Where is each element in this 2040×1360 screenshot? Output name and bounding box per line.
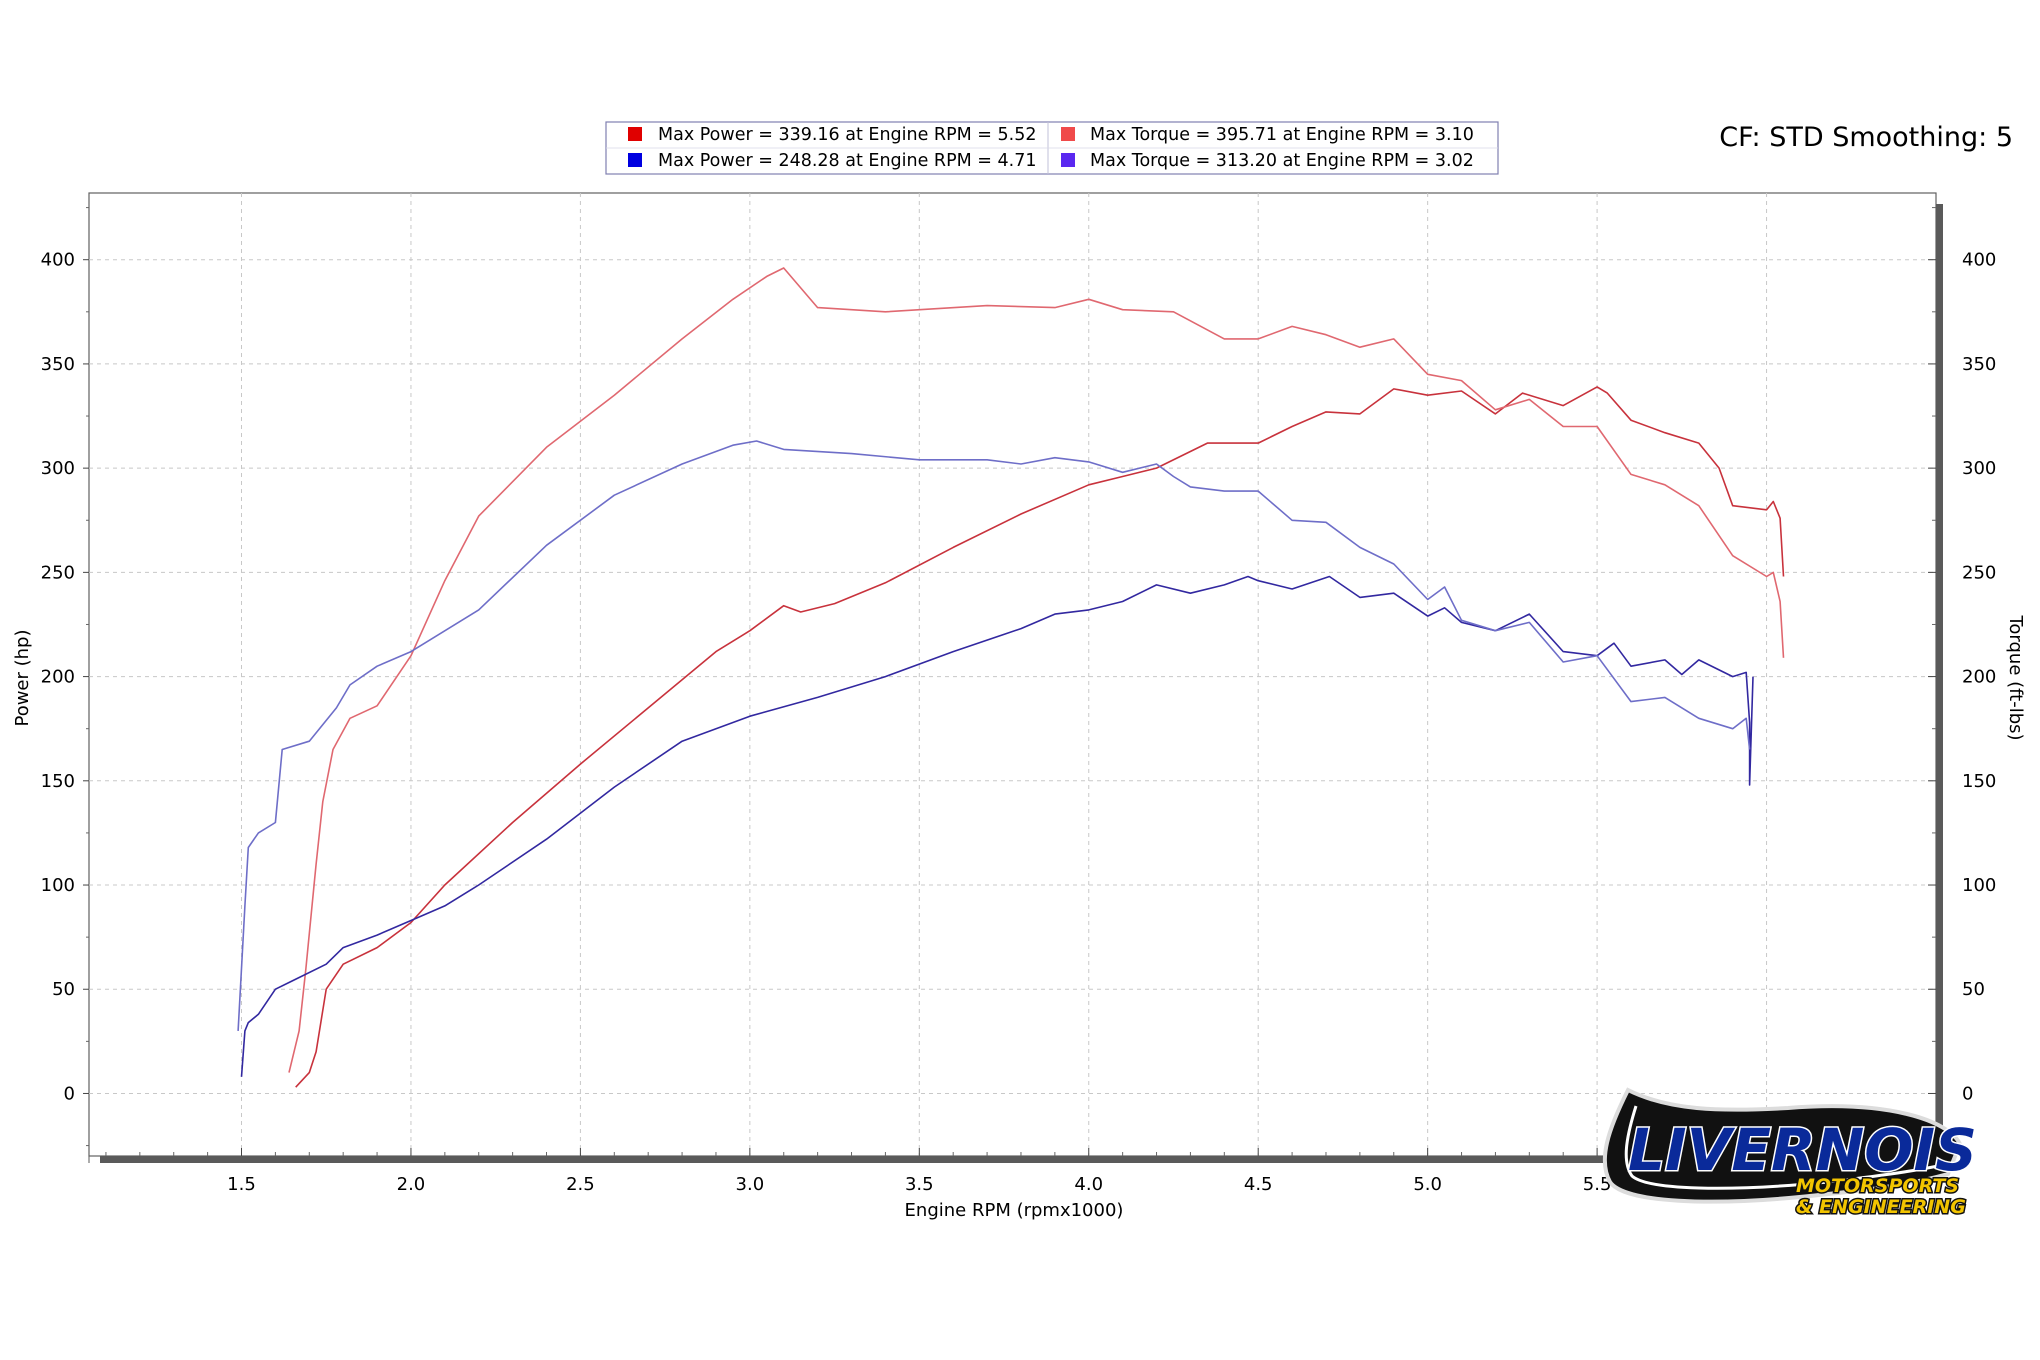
y-tick-label-right: 300: [1962, 458, 1996, 479]
y-tick-label-right: 0: [1962, 1083, 1973, 1104]
y-tick-label-right: 400: [1962, 250, 1996, 271]
x-axis-title: Engine RPM (rpmx1000): [905, 1200, 1124, 1221]
x-tick-label: 2.0: [397, 1174, 426, 1195]
x-tick-label: 1.5: [227, 1174, 256, 1195]
y-tick-label-left: 350: [41, 354, 75, 375]
legend-entry-torque-blue: Max Torque = 313.20 at Engine RPM = 3.02: [1090, 151, 1474, 171]
bottom-axis-bar: [100, 1156, 1943, 1163]
y-tick-label-left: 400: [41, 250, 75, 271]
right-axis-bar: [1936, 204, 1943, 1170]
y-tick-label-left: 100: [41, 875, 75, 896]
legend-swatch-power-blue: [628, 153, 642, 167]
y-tick-label-right: 50: [1962, 979, 1985, 1000]
series-torque-blue: [237, 440, 1751, 1031]
legend-swatch-power-red: [628, 127, 642, 141]
series-power-red: [295, 386, 1785, 1088]
series-torque-red: [288, 267, 1785, 1073]
y-tick-label-left: 200: [41, 667, 75, 688]
logo-line1-text: MOTORSPORTS: [1796, 1175, 1959, 1197]
x-tick-label: 5.0: [1413, 1174, 1442, 1195]
legend-swatch-torque-blue: [1061, 153, 1075, 167]
y-tick-label-right: 350: [1962, 354, 1996, 375]
x-tick-label: 5.5: [1583, 1174, 1612, 1195]
legend-entry-torque-red: Max Torque = 395.71 at Engine RPM = 3.10: [1090, 125, 1474, 145]
axis-ticks: 0 0 50 50 100 100 150 150 200 200 250 250 300 300 350 3…: [41, 207, 1996, 1195]
y-axis-title-left: Power (hp): [12, 629, 33, 726]
x-tick-label: 3.0: [736, 1174, 765, 1195]
y-tick-label-right: 200: [1962, 667, 1996, 688]
x-tick-label: 4.0: [1074, 1174, 1103, 1195]
cf-smoothing-label: CF: STD Smoothing: 5: [1719, 122, 2013, 153]
x-tick-label: 3.5: [905, 1174, 934, 1195]
x-tick-label: 4.5: [1244, 1174, 1273, 1195]
x-tick-label: 2.5: [566, 1174, 595, 1195]
legend-entry-power-blue: Max Power = 248.28 at Engine RPM = 4.71: [658, 151, 1037, 171]
y-tick-label-left: 300: [41, 458, 75, 479]
logo-line2-text: & ENGINEERING: [1796, 1196, 1966, 1218]
y-axis-title-right: Torque (ft-lbs): [2005, 614, 2026, 740]
y-tick-label-left: 0: [64, 1083, 75, 1104]
y-tick-label-left: 150: [41, 771, 75, 792]
y-tick-label-right: 100: [1962, 875, 1996, 896]
series-lines: [237, 267, 1785, 1088]
logo-swoosh-icon: [1602, 1087, 1963, 1204]
legend-entry-power-red: Max Power = 339.16 at Engine RPM = 5.52: [658, 125, 1037, 145]
livernois-logo: LIVERNOIS MOTORSPORTS & ENGINEERING: [1602, 1087, 1978, 1220]
y-tick-label-right: 150: [1962, 771, 1996, 792]
grid-lines: [89, 193, 1936, 1156]
legend: Max Power = 339.16 at Engine RPM = 5.52 …: [605, 121, 1499, 175]
y-tick-label-left: 50: [52, 979, 75, 1000]
legend-swatch-torque-red: [1061, 127, 1075, 141]
plot-area: [88, 192, 1943, 1170]
series-power-blue: [240, 575, 1754, 1077]
y-tick-label-right: 250: [1962, 562, 1996, 583]
logo-main-text: LIVERNOIS: [1628, 1116, 1977, 1184]
y-tick-label-left: 250: [41, 562, 75, 583]
